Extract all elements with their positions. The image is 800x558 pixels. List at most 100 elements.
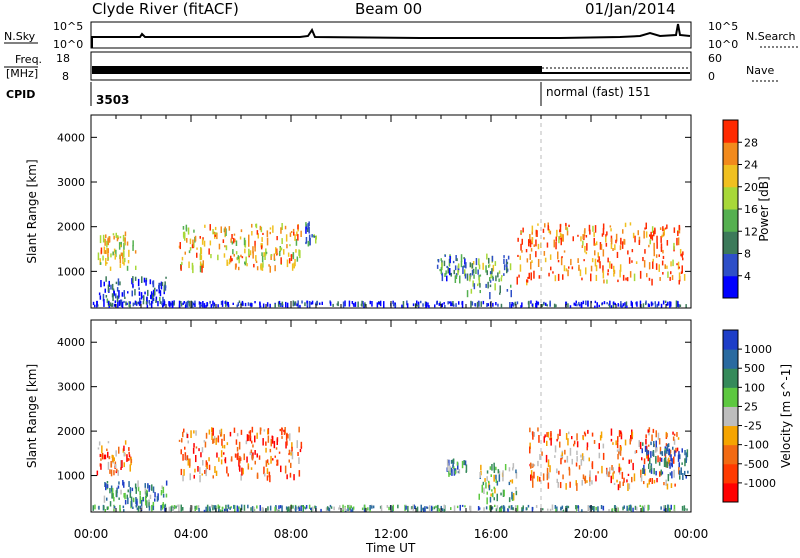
data-cell	[118, 290, 120, 298]
data-cell	[406, 303, 409, 308]
data-cell	[612, 467, 614, 472]
data-cell	[667, 443, 670, 447]
data-cell	[123, 242, 126, 246]
data-cell	[232, 302, 234, 305]
data-cell	[262, 438, 264, 446]
data-cell	[105, 483, 107, 491]
data-cell	[451, 302, 453, 307]
data-cell	[256, 505, 258, 509]
y-tick-label: 1000	[57, 265, 85, 278]
data-cell	[256, 432, 258, 439]
data-cell	[649, 478, 651, 482]
data-cell	[485, 283, 487, 288]
data-cell	[404, 504, 406, 511]
data-cell	[662, 300, 665, 305]
data-cell	[110, 485, 113, 492]
data-cell	[669, 276, 671, 281]
data-cell	[213, 435, 216, 440]
data-cell	[132, 302, 135, 307]
data-cell	[110, 304, 112, 307]
data-cell	[629, 271, 632, 278]
data-cell	[610, 428, 613, 436]
data-cell	[149, 303, 151, 306]
data-cell	[100, 247, 103, 254]
data-cell	[202, 260, 204, 268]
data-cell	[224, 301, 226, 304]
data-cell	[105, 258, 107, 266]
data-cell	[116, 295, 119, 302]
data-cell	[221, 445, 224, 449]
data-cell	[145, 301, 148, 305]
data-cell	[224, 457, 227, 464]
data-cell	[626, 277, 629, 282]
data-cell	[567, 438, 569, 446]
data-cell	[616, 449, 619, 452]
data-cell	[678, 454, 680, 458]
data-cell	[261, 255, 264, 263]
data-cell	[183, 301, 185, 304]
data-cell	[145, 279, 147, 286]
data-cell	[123, 493, 125, 498]
data-cell	[493, 486, 495, 490]
y-axis-title: Slant Range [km]	[25, 159, 39, 263]
data-cell	[510, 304, 513, 308]
data-cell	[677, 231, 679, 236]
data-cell	[101, 445, 103, 454]
data-cell	[515, 469, 517, 474]
data-cell	[227, 302, 229, 308]
data-cell	[189, 238, 192, 245]
data-cell	[137, 505, 140, 512]
data-cell	[616, 442, 619, 449]
data-cell	[288, 449, 291, 454]
colorbar-segment	[723, 444, 738, 465]
data-cell	[576, 505, 578, 512]
data-cell	[495, 466, 497, 471]
data-cell	[522, 508, 524, 512]
data-cell	[648, 463, 650, 469]
data-cell	[583, 477, 586, 481]
data-cell	[211, 432, 213, 440]
data-cell	[531, 506, 534, 512]
data-cell	[145, 277, 148, 282]
data-cell	[386, 505, 389, 508]
data-cell	[281, 301, 284, 306]
data-cell	[156, 289, 158, 292]
data-cell	[297, 452, 299, 456]
data-cell	[290, 452, 292, 456]
data-cell	[235, 240, 238, 246]
data-cell	[201, 473, 203, 476]
data-cell	[653, 230, 655, 237]
data-cell	[206, 302, 208, 307]
data-cell	[684, 470, 686, 476]
data-cell	[295, 249, 297, 253]
data-cell	[573, 302, 575, 306]
data-cell	[296, 506, 298, 510]
data-cell	[263, 466, 265, 475]
data-cell	[569, 447, 572, 456]
data-cell	[124, 492, 126, 500]
data-cell	[660, 469, 662, 476]
data-cell	[262, 262, 264, 268]
data-cell	[200, 248, 203, 255]
data-cell	[234, 453, 237, 458]
data-cell	[254, 240, 256, 248]
data-cell	[113, 248, 116, 253]
data-cell	[479, 283, 481, 288]
data-cell	[511, 505, 513, 510]
data-cell	[207, 506, 209, 511]
data-cell	[184, 446, 186, 450]
data-cell	[549, 300, 551, 307]
data-cell	[602, 505, 605, 511]
data-cell	[549, 508, 552, 511]
data-cell	[591, 480, 593, 485]
data-cell	[123, 462, 125, 468]
data-cell	[486, 491, 488, 495]
data-cell	[106, 262, 108, 265]
data-cell	[471, 263, 474, 269]
data-cell	[653, 468, 655, 475]
data-cell	[113, 291, 115, 296]
data-cell	[214, 466, 216, 473]
data-cell	[303, 506, 306, 509]
data-cell	[646, 273, 648, 278]
data-cell	[454, 265, 457, 271]
